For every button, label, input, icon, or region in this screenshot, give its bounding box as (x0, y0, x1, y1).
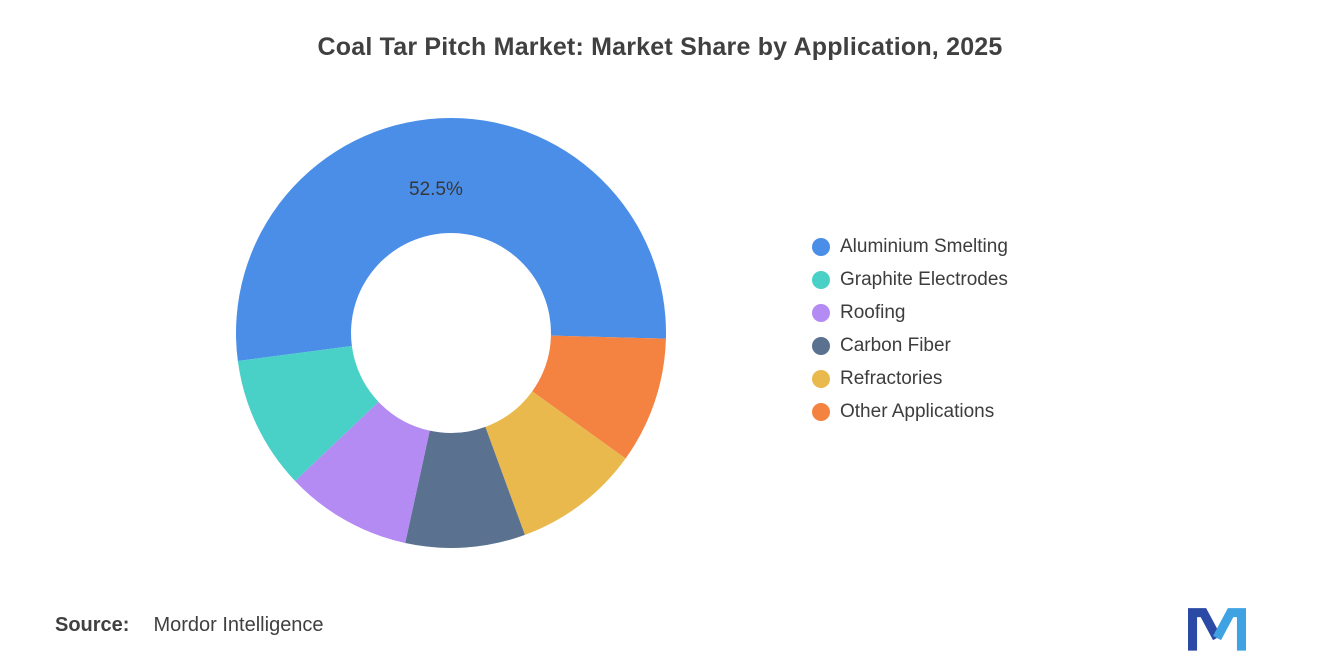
legend-label: Other Applications (840, 400, 995, 422)
pie-slice-carbon-fiber[interactable] (405, 426, 525, 548)
pie-slice-aluminium-smelting[interactable] (236, 118, 666, 362)
legend-label: Roofing (840, 301, 906, 323)
legend-marker-icon (812, 237, 830, 256)
donut-chart-svg (236, 118, 666, 548)
logo-right-stroke (1213, 608, 1246, 651)
source-value: Mordor Intelligence (153, 614, 324, 636)
legend-label: Aluminium Smelting (840, 235, 1008, 257)
legend-item-graphite-electrodes[interactable]: Graphite Electrodes (812, 269, 1008, 290)
legend: Aluminium Smelting Graphite Electrodes Roo… (812, 236, 1008, 434)
source-row: Source: Mordor Intelligence (55, 614, 324, 637)
mordor-intelligence-logo (1188, 600, 1246, 656)
legend-marker-icon (812, 369, 830, 388)
donut-chart (236, 118, 666, 548)
legend-item-roofing[interactable]: Roofing (812, 302, 1008, 323)
legend-item-carbon-fiber[interactable]: Carbon Fiber (812, 335, 1008, 356)
pie-slice-roofing[interactable] (295, 401, 430, 544)
source-label: Source: (55, 614, 130, 636)
legend-marker-icon (812, 270, 830, 289)
logo-left-stroke (1188, 608, 1221, 651)
legend-label: Graphite Electrodes (840, 268, 1008, 290)
chart-title: Coal Tar Pitch Market: Market Share by A… (317, 33, 1003, 61)
legend-marker-icon (812, 402, 830, 421)
legend-label: Carbon Fiber (840, 334, 951, 356)
legend-item-refractories[interactable]: Refractories (812, 368, 1008, 389)
legend-item-aluminium-smelting[interactable]: Aluminium Smelting (812, 236, 1008, 257)
legend-marker-icon (812, 336, 830, 355)
legend-item-other-applications[interactable]: Other Applications (812, 401, 1008, 422)
pie-slice-refractories[interactable] (485, 391, 626, 535)
slice-data-label: 52.5% (409, 179, 463, 200)
pie-slice-other-applications[interactable] (532, 335, 666, 459)
pie-slice-graphite-electrodes[interactable] (237, 346, 379, 481)
legend-marker-icon (812, 303, 830, 322)
mordor-logo-mark (1188, 608, 1246, 651)
legend-label: Refractories (840, 367, 943, 389)
